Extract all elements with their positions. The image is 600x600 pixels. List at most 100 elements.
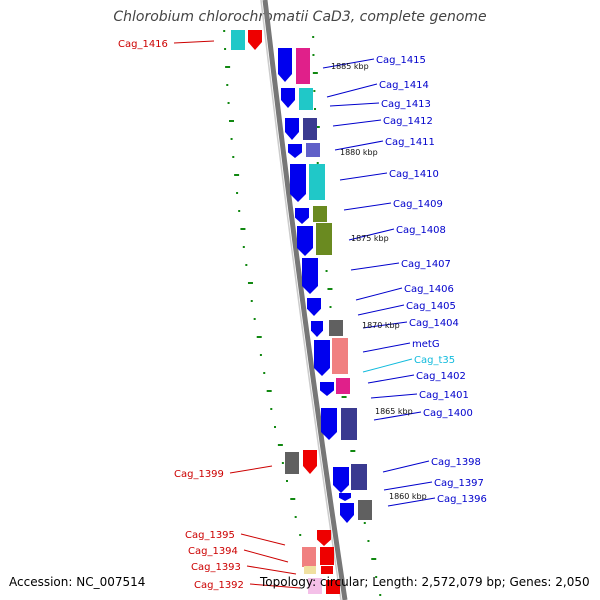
feature-arrow: [320, 382, 334, 396]
tick-mark: [379, 594, 382, 596]
label-leader-line: [334, 140, 384, 151]
gene-label-cag-1407: Cag_1407: [401, 259, 451, 270]
feature-arrow: [321, 408, 337, 440]
backbone-line: [262, 0, 348, 600]
feature-block: [332, 338, 348, 374]
feature-block: [321, 566, 333, 574]
scale-label: 1865 kbp: [375, 407, 413, 416]
label-leader-line: [322, 58, 375, 69]
gene-label-cag-1416: Cag_1416: [118, 39, 168, 50]
tick-mark: [314, 108, 317, 110]
feature-block: [358, 500, 372, 520]
tick-mark: [313, 90, 316, 92]
feature-arrow: [278, 48, 292, 82]
tick-mark: [223, 30, 226, 32]
backbone-highlight: [260, 0, 342, 600]
scale-label: 1885 kbp: [331, 62, 369, 71]
tick-mark: [259, 354, 262, 356]
scale-label: 1870 kbp: [362, 321, 400, 330]
tick-mark: [227, 102, 230, 104]
feature-block: [320, 547, 334, 565]
gene-label-cag-1396: Cag_1396: [437, 494, 487, 505]
feature-arrow: [317, 530, 331, 546]
feature-arrow: [307, 298, 321, 316]
gene-label-cag-1410: Cag_1410: [389, 169, 439, 180]
tick-mark: [327, 288, 333, 290]
feature-block: [304, 566, 316, 574]
gene-label-cag-1406: Cag_1406: [404, 284, 454, 295]
feature-block: [303, 118, 317, 140]
feature-block: [306, 143, 320, 157]
gene-label-cag-1409: Cag_1409: [393, 199, 443, 210]
feature-block: [309, 164, 325, 200]
tick-mark: [263, 372, 266, 374]
tick-mark: [250, 300, 253, 302]
gene-label-cag-1411: Cag_1411: [385, 137, 435, 148]
feature-arrow: [340, 503, 354, 523]
label-leader-line: [373, 411, 422, 421]
feature-block: [336, 378, 350, 394]
feature-arrow: [314, 340, 330, 376]
feature-block: [329, 320, 343, 336]
gene-label-cag-1415: Cag_1415: [376, 55, 426, 66]
feature-block: [299, 88, 313, 110]
feature-arrow: [285, 118, 299, 140]
feature-arrow: [302, 258, 318, 294]
label-leader-line: [329, 102, 380, 107]
tick-mark: [224, 48, 227, 50]
label-leader-line: [348, 228, 395, 241]
gene-label-cag-1392: Cag_1392: [194, 580, 244, 591]
feature-arrow: [333, 467, 349, 493]
tick-mark: [281, 462, 284, 464]
feature-arrow: [303, 450, 317, 474]
feature-block: [326, 580, 340, 594]
feature-block: [285, 452, 299, 474]
tick-mark: [234, 174, 240, 176]
tick-mark: [329, 306, 332, 308]
label-leader-line: [362, 321, 408, 329]
feature-arrow: [290, 164, 306, 202]
tick-mark: [294, 516, 297, 518]
feature-block: [316, 223, 332, 255]
gene-label-cag-1401: Cag_1401: [419, 390, 469, 401]
label-leader-line: [246, 565, 297, 575]
tick-mark: [367, 540, 370, 542]
tick-mark: [274, 426, 277, 428]
label-leader-line: [350, 262, 400, 271]
label-leader-line: [362, 342, 411, 353]
tick-mark: [270, 408, 273, 410]
feature-block: [231, 30, 245, 50]
tick-mark: [325, 270, 328, 272]
gene-label-cag-1393: Cag_1393: [191, 562, 241, 573]
tick-mark: [314, 126, 320, 128]
tick-mark: [290, 498, 296, 500]
tick-mark: [232, 156, 235, 158]
feature-block: [296, 48, 310, 84]
feature-arrow: [311, 321, 323, 337]
label-leader-line: [173, 40, 215, 44]
feature-block: [351, 464, 367, 490]
map-title: Chlorobium chlorochromatii CaD3, complet…: [113, 9, 487, 25]
gene-label-cag-1398: Cag_1398: [431, 457, 481, 468]
label-leader-line: [326, 83, 378, 98]
feature-block: [341, 408, 357, 440]
tick-mark: [312, 54, 315, 56]
label-leader-line: [387, 497, 436, 507]
feature-arrow: [295, 208, 309, 224]
scale-label: 1860 kbp: [389, 492, 427, 501]
label-leader-line: [383, 481, 433, 491]
feature-arrow: [339, 493, 351, 501]
tick-mark: [253, 318, 256, 320]
tick-mark: [312, 72, 318, 74]
accession-text: Accession: NC_007514: [9, 575, 146, 589]
label-leader-line: [367, 374, 415, 384]
label-leader-line: [243, 549, 289, 563]
gene-label-cag-1404: Cag_1404: [409, 318, 459, 329]
label-leader-line: [357, 304, 405, 316]
tick-mark: [236, 192, 239, 194]
tick-mark: [277, 444, 283, 446]
label-leader-line: [249, 583, 301, 589]
gene-label-cag-1414: Cag_1414: [379, 80, 429, 91]
tick-mark: [245, 264, 248, 266]
